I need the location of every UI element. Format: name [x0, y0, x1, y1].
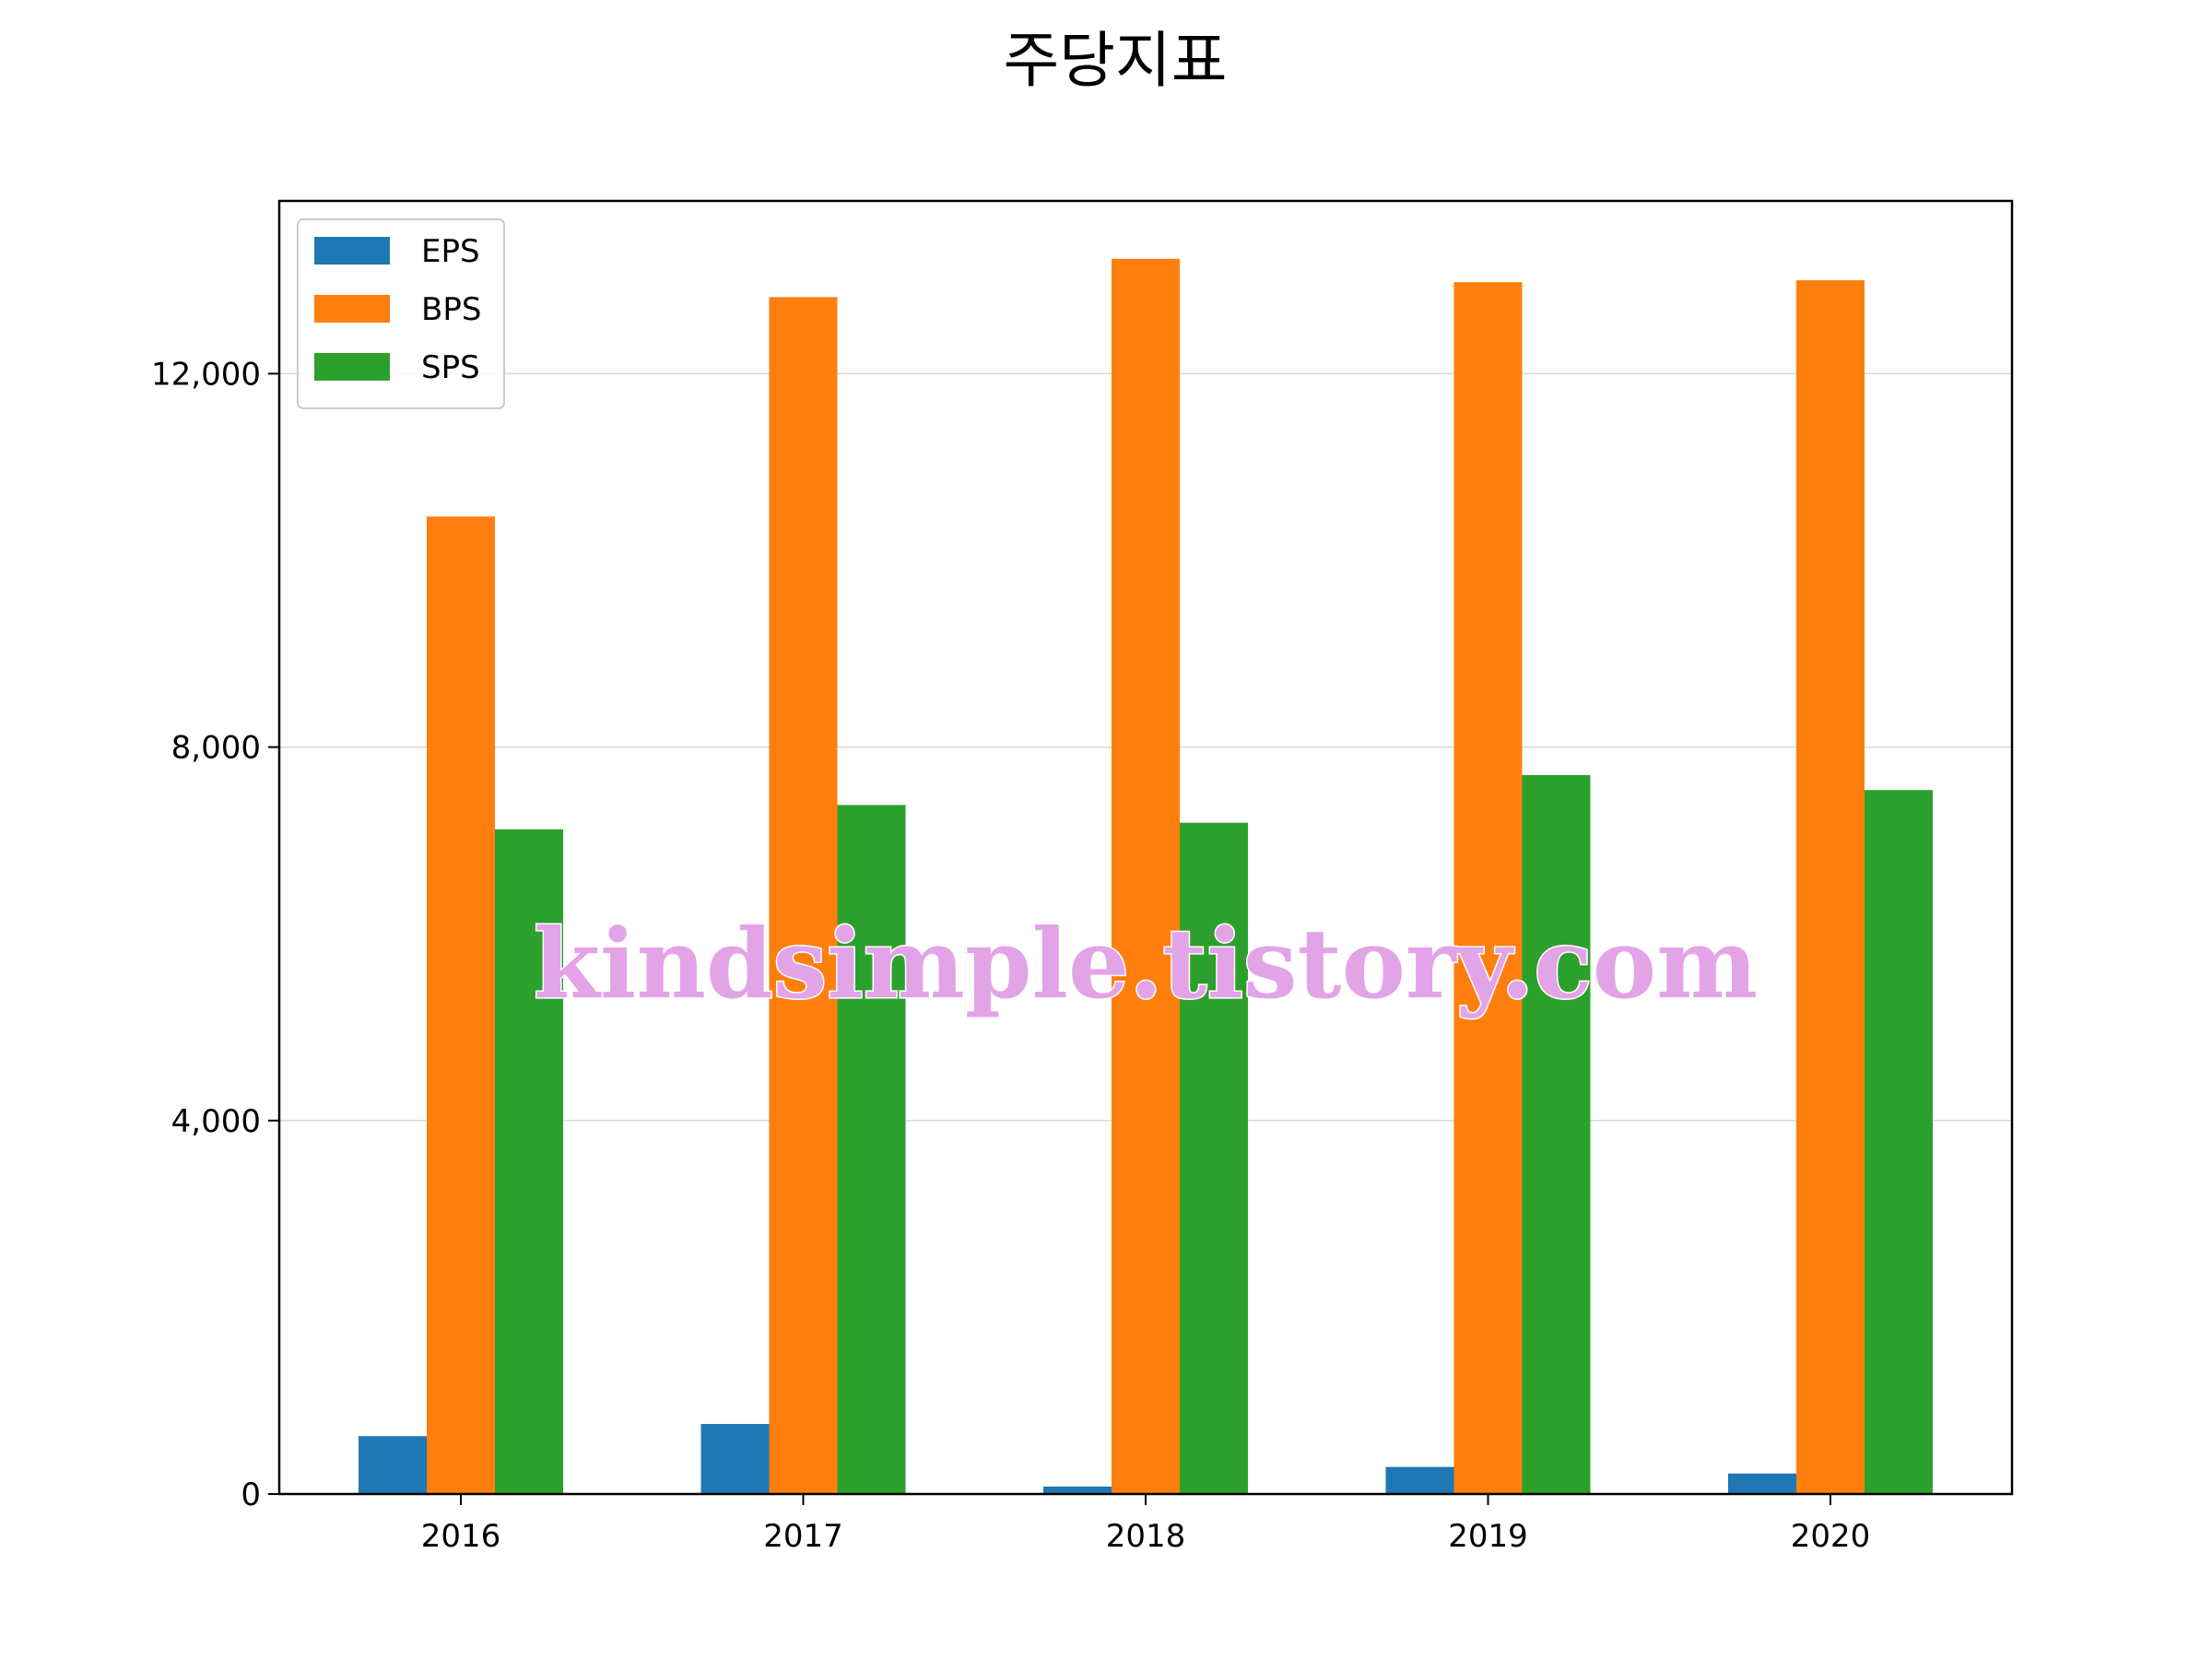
bar-sps-2017 — [837, 805, 906, 1494]
legend-swatch-sps — [314, 353, 390, 381]
y-tick-label: 4,000 — [171, 1103, 261, 1140]
bar-eps-2016 — [359, 1436, 427, 1494]
bar-eps-2019 — [1385, 1466, 1454, 1494]
x-tick-label: 2020 — [1791, 1518, 1871, 1555]
legend: EPS BPS SPS — [297, 218, 505, 409]
y-tick-label: 12,000 — [151, 356, 261, 393]
bar-eps-2018 — [1043, 1486, 1112, 1494]
bar-bps-2017 — [769, 297, 838, 1494]
bar-bps-2019 — [1453, 282, 1523, 1495]
legend-label-sps: SPS — [421, 349, 480, 386]
legend-swatch-bps — [314, 295, 390, 323]
bar-eps-2020 — [1728, 1473, 1796, 1494]
legend-label-bps: BPS — [421, 291, 481, 328]
chart-title: 주당지표 — [1004, 25, 1228, 96]
x-tick-label: 2018 — [1106, 1518, 1186, 1555]
bar-sps-2018 — [1180, 822, 1248, 1494]
bar-sps-2020 — [1865, 790, 1933, 1494]
x-tick-label: 2019 — [1448, 1518, 1528, 1555]
bar-sps-2016 — [495, 829, 563, 1494]
legend-label-eps: EPS — [421, 233, 480, 270]
bar-sps-2019 — [1522, 774, 1591, 1494]
legend-swatch-eps — [314, 237, 390, 265]
bar-bps-2016 — [427, 516, 495, 1494]
watermark-text: kindsimple.tistory.com — [534, 907, 1758, 1020]
x-tick-label: 2017 — [763, 1518, 843, 1555]
bars — [359, 258, 1933, 1495]
legend-items: EPS BPS SPS — [314, 233, 481, 386]
bar-bps-2020 — [1796, 280, 1865, 1494]
y-tick-label: 8,000 — [171, 730, 261, 767]
y-tick-label: 0 — [241, 1477, 261, 1513]
bar-eps-2017 — [700, 1424, 770, 1494]
axis-ticks: 0 4,000 8,000 12,000 2016 2017 2018 2019 2020 — [151, 356, 1870, 1555]
bar-bps-2018 — [1112, 258, 1180, 1494]
x-tick-label: 2016 — [421, 1518, 501, 1555]
